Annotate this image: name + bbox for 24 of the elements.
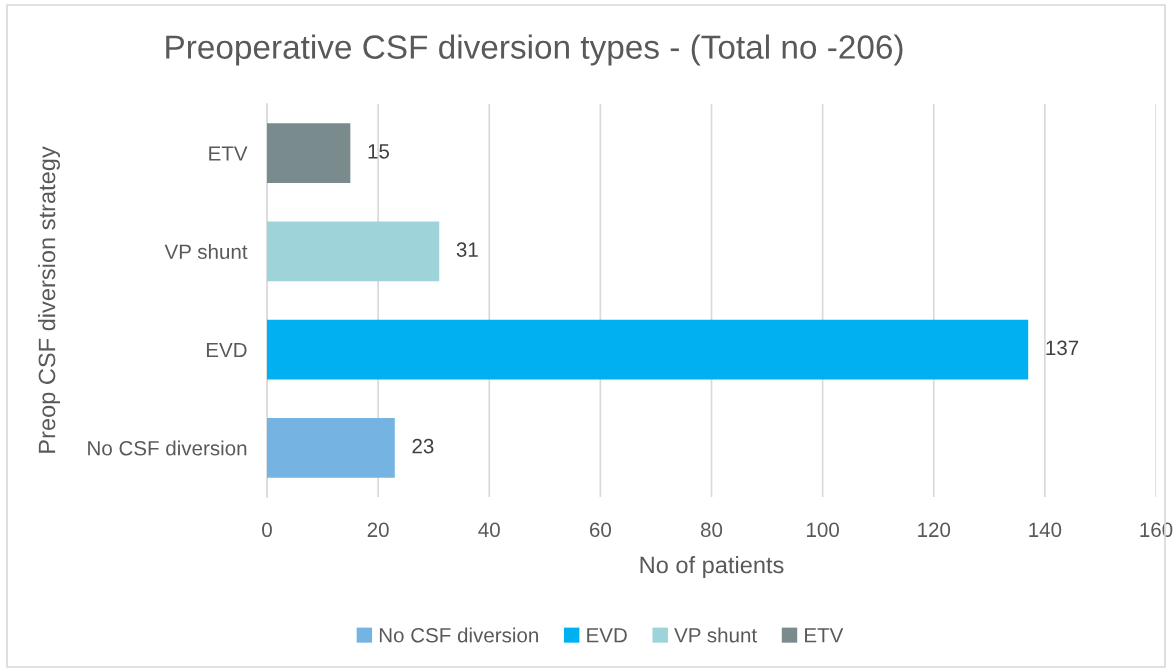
chart-title: Preoperative CSF diversion types - (Total no -206) (166, 34, 903, 66)
x-tick-label: 20 (367, 522, 389, 538)
data-label: 31 (456, 242, 478, 257)
legend-label: ETV (805, 628, 844, 643)
y-tick-label: EVD (206, 342, 247, 358)
x-tick-label: 140 (1029, 522, 1062, 538)
y-tick-label: No CSF diversion (88, 440, 247, 456)
x-tick-label: 120 (918, 522, 951, 538)
data-label: 23 (412, 438, 434, 454)
y-axis-title: Preop CSF diversion strategy (37, 146, 60, 453)
x-axis-title: No of patients (640, 556, 784, 579)
legend-label: No CSF diversion (379, 627, 538, 643)
x-tick-label: 100 (807, 522, 839, 538)
y-tick-label: VP shunt (164, 243, 248, 260)
y-tick-label: ETV (209, 146, 248, 161)
x-tick-label: 40 (478, 522, 500, 538)
x-tick-label: 0 (262, 522, 272, 538)
x-tick-label: 160 (1140, 522, 1173, 538)
x-tick-label: 80 (700, 522, 723, 538)
x-tick-label: 60 (589, 522, 611, 538)
legend-label: VP shunt (674, 627, 757, 643)
legend-label: EVD (587, 628, 627, 643)
data-label: 137 (1046, 340, 1079, 356)
data-label: 15 (368, 144, 390, 159)
